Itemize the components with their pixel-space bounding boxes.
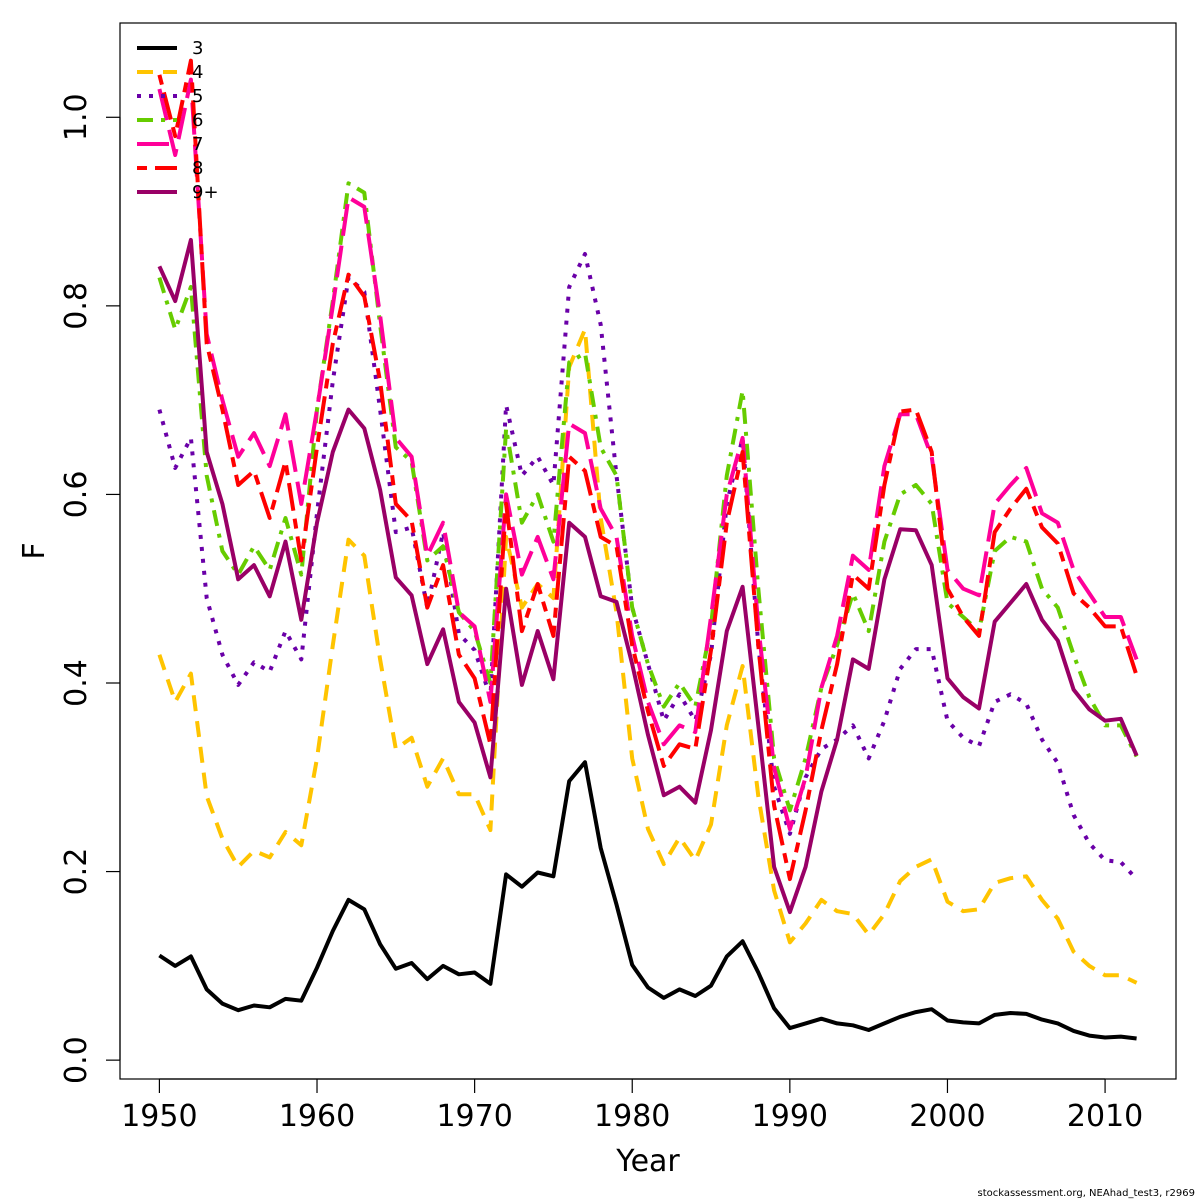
legend-label: 3: [192, 38, 203, 59]
series-line-8: [157, 58, 1139, 882]
x-tick-label: 1980: [594, 1099, 670, 1134]
x-tick-label: 1970: [436, 1099, 512, 1134]
y-tick-label: 0.4: [59, 659, 94, 707]
series-line-7: [157, 77, 1139, 832]
series-line-4: [157, 327, 1138, 985]
legend-label: 4: [192, 62, 203, 83]
legend-label: 5: [192, 86, 203, 107]
legend-label: 6: [192, 110, 203, 131]
series-layer: [157, 58, 1139, 1041]
series-line-3: [158, 760, 1137, 1041]
legend: 3 4 5 6 7 8 9+: [137, 38, 219, 203]
credit-text: stockassessment.org, NEAhad_test3, r2969: [977, 1188, 1195, 1199]
y-tick-label: 0.8: [59, 282, 94, 330]
y-axis-title: F: [17, 542, 52, 559]
x-tick-label: 1960: [279, 1099, 355, 1134]
x-axis-title: Year: [615, 1144, 680, 1179]
x-tick-label: 2000: [909, 1099, 985, 1134]
series-line-9plus: [157, 237, 1139, 915]
y-tick-label: 0.6: [59, 471, 94, 519]
y-tick-label: 0.2: [59, 848, 94, 896]
legend-label: 8: [192, 158, 203, 179]
legend-label: 7: [192, 134, 203, 155]
legend-label: 9+: [192, 182, 219, 203]
series-line-5: [157, 252, 1139, 881]
x-tick-label: 2010: [1067, 1099, 1143, 1134]
y-tick-label: 0.0: [59, 1036, 94, 1084]
x-tick-label: 1950: [121, 1099, 197, 1134]
y-tick-label: 1.0: [59, 93, 94, 141]
x-tick-label: 1990: [752, 1099, 828, 1134]
y-axis: 0.0 0.2 0.4 0.6 0.8 1.0: [59, 93, 121, 1084]
x-axis: 1950 1960 1970 1980 1990 2000 2010: [121, 1078, 1143, 1134]
